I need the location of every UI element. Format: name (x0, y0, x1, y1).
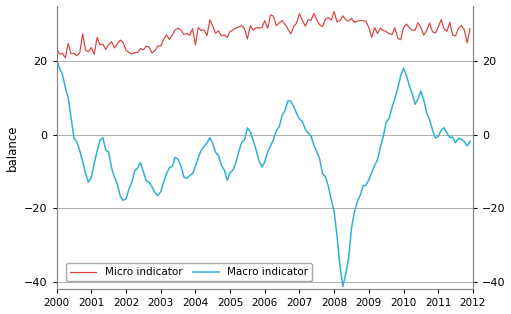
Macro indicator (114, 182, 121, 186)
Line: Macro indicator: Macro indicator (57, 60, 470, 286)
Macro indicator (181, 175, 187, 179)
Micro indicator (62, 56, 68, 60)
Micro indicator (398, 38, 404, 42)
Line: Micro indicator: Micro indicator (57, 12, 470, 58)
Micro indicator (85, 50, 91, 54)
Micro indicator (354, 19, 360, 23)
Legend: Micro indicator, Macro indicator: Micro indicator, Macro indicator (66, 263, 312, 281)
Micro indicator (54, 46, 60, 50)
Macro indicator (394, 86, 401, 90)
Micro indicator (331, 10, 337, 14)
Y-axis label: balance: balance (6, 124, 18, 171)
Macro indicator (54, 58, 60, 62)
Micro indicator (392, 26, 398, 30)
Macro indicator (467, 139, 473, 143)
Micro indicator (467, 27, 473, 30)
Macro indicator (340, 284, 346, 288)
Micro indicator (117, 38, 123, 42)
Macro indicator (389, 106, 395, 109)
Macro indicator (352, 210, 358, 214)
Macro indicator (82, 172, 88, 176)
Micro indicator (183, 32, 190, 35)
